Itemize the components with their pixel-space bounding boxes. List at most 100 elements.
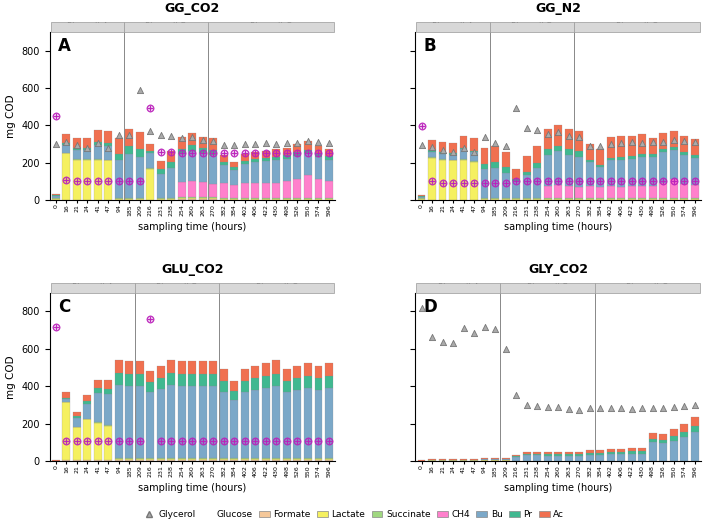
Bar — [491, 146, 499, 162]
Bar — [220, 155, 228, 162]
Bar — [125, 361, 133, 374]
Bar — [294, 198, 302, 199]
Bar — [241, 183, 249, 198]
Bar — [273, 386, 280, 458]
Bar — [210, 138, 217, 149]
Bar — [638, 198, 646, 199]
Point — [166, 131, 177, 140]
Text: Phase II-C: Phase II-C — [256, 283, 297, 292]
Bar — [168, 198, 176, 199]
Point — [447, 179, 459, 188]
Point — [313, 138, 324, 146]
Bar — [147, 372, 154, 382]
Bar — [607, 186, 615, 198]
Point — [124, 177, 135, 186]
Bar — [304, 388, 312, 458]
Bar — [52, 199, 59, 200]
Bar — [680, 198, 688, 199]
Bar — [283, 198, 291, 199]
Bar — [638, 454, 646, 461]
Point — [521, 401, 532, 409]
Point — [458, 144, 469, 152]
Bar — [596, 198, 604, 199]
Bar — [199, 386, 207, 458]
Bar — [168, 199, 176, 200]
Point — [573, 176, 585, 185]
Bar — [670, 429, 678, 436]
Bar — [544, 129, 552, 149]
Bar — [628, 159, 636, 187]
Bar — [157, 459, 165, 460]
Bar — [220, 460, 228, 461]
Bar — [241, 154, 249, 161]
Bar — [628, 452, 636, 454]
Bar — [178, 137, 185, 149]
Point — [292, 138, 303, 147]
Bar — [251, 459, 259, 460]
Bar — [596, 453, 604, 455]
Point — [416, 122, 427, 130]
Bar — [125, 374, 133, 386]
Point — [500, 179, 511, 188]
Point — [595, 403, 606, 412]
Point — [250, 149, 261, 157]
Bar — [199, 374, 207, 386]
Bar — [231, 198, 239, 199]
Bar — [251, 162, 259, 183]
Bar — [62, 143, 70, 145]
Bar — [586, 162, 593, 186]
Bar — [73, 160, 81, 200]
Bar — [459, 460, 467, 461]
Point — [176, 149, 188, 157]
Bar — [459, 158, 467, 160]
Bar — [691, 139, 699, 155]
Point — [689, 138, 700, 146]
Point — [207, 149, 219, 157]
Bar — [94, 145, 102, 158]
Bar — [304, 153, 312, 175]
Bar — [231, 458, 239, 459]
Bar — [670, 199, 678, 200]
Bar — [533, 146, 541, 163]
Bar — [178, 198, 185, 199]
Bar — [314, 146, 322, 153]
Bar — [220, 162, 228, 165]
Bar — [680, 199, 688, 200]
Bar — [428, 459, 436, 460]
Point — [479, 179, 490, 187]
Point — [261, 437, 272, 446]
Point — [416, 304, 427, 312]
Bar — [136, 198, 144, 199]
Bar — [470, 151, 478, 152]
Bar — [251, 378, 259, 390]
Bar — [283, 158, 291, 181]
Bar — [125, 459, 133, 460]
Bar — [157, 161, 165, 170]
Bar — [262, 459, 270, 460]
Point — [500, 142, 511, 150]
Bar — [649, 432, 656, 439]
Text: Phase II-B: Phase II-B — [156, 283, 198, 292]
Bar — [125, 458, 133, 459]
Bar — [304, 460, 312, 461]
Bar — [241, 164, 249, 183]
Legend: Glycerol, Glucose, Formate, Lactate, Succinate, CH4, Bu, Pr, Ac: Glycerol, Glucose, Formate, Lactate, Suc… — [140, 507, 568, 523]
Bar — [638, 448, 646, 452]
Bar — [491, 458, 499, 459]
Bar — [73, 427, 81, 460]
Bar — [617, 156, 625, 160]
Bar — [607, 199, 615, 200]
Bar — [449, 460, 457, 461]
Bar — [628, 136, 636, 156]
Bar — [251, 199, 259, 200]
Bar — [210, 459, 217, 460]
Bar — [210, 198, 217, 199]
Bar — [210, 155, 217, 184]
Bar — [314, 179, 322, 198]
Point — [532, 126, 543, 134]
Bar — [262, 460, 270, 461]
Bar — [512, 181, 520, 198]
Bar — [50, 22, 124, 32]
Bar — [136, 199, 144, 200]
Bar — [178, 199, 185, 200]
